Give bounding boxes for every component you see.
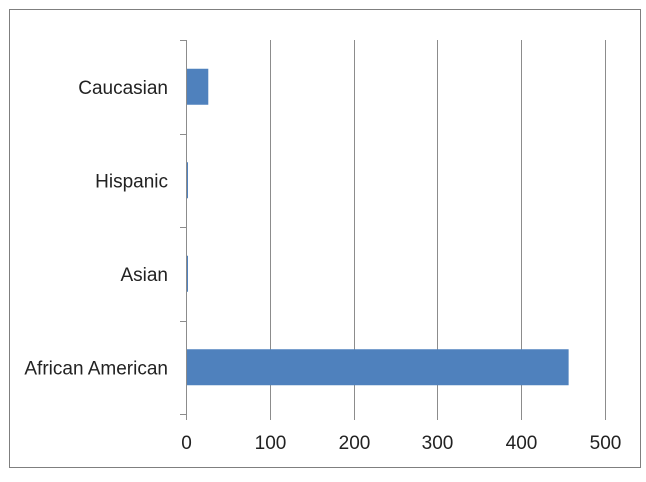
- chart-border: [9, 9, 641, 468]
- x-tick-label: 200: [339, 433, 371, 454]
- x-tick-label: 400: [506, 433, 538, 454]
- bar-african-american: [186, 349, 569, 386]
- bar-caucasian: [186, 68, 209, 105]
- axes: [180, 40, 606, 420]
- category-label-caucasian: Caucasian: [78, 78, 168, 99]
- labels: 0 100 200 300 400 500 Caucasian Hispanic Asian Af…: [24, 78, 621, 454]
- category-label-asian: Asian: [120, 265, 168, 286]
- bar-hispanic: [186, 162, 188, 199]
- x-tick-label: 300: [422, 433, 454, 454]
- category-label-african-american: African American: [24, 358, 168, 379]
- x-tick-label: 500: [590, 433, 622, 454]
- x-tick-label: 0: [181, 433, 192, 454]
- bar-asian: [186, 255, 188, 292]
- bars: [186, 68, 569, 386]
- category-label-hispanic: Hispanic: [95, 171, 168, 192]
- x-tick-label: 100: [255, 433, 287, 454]
